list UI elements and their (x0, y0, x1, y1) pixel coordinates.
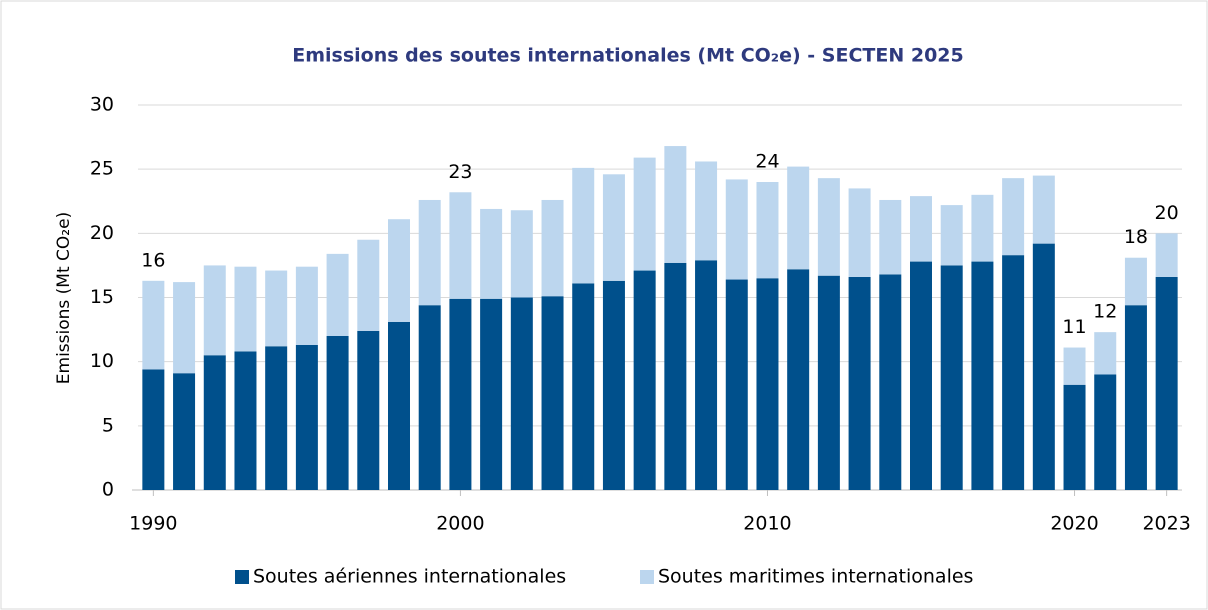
x-tick-label: 2000 (436, 513, 484, 535)
bar-segment (572, 167, 595, 284)
bar-segment (203, 355, 226, 490)
bar-segment (1063, 384, 1086, 490)
x-tick-label: 2023 (1142, 513, 1190, 535)
bar-segment (971, 261, 994, 490)
bar-segment (510, 210, 533, 298)
bar-segment (1002, 178, 1025, 256)
bar-segment (1124, 305, 1147, 490)
bar-segment (1032, 175, 1055, 244)
bar-segment (295, 344, 318, 490)
data-label: 16 (141, 249, 165, 271)
bar-segment (971, 194, 994, 262)
bar-segment (1155, 233, 1178, 277)
legend-label: Soutes aériennes internationales (253, 566, 566, 588)
legend-swatch (640, 570, 654, 584)
bar-segment (633, 270, 656, 490)
y-tick-label: 0 (102, 479, 114, 501)
bar-segment (664, 262, 687, 490)
y-tick-label: 15 (90, 286, 114, 308)
y-tick-label: 5 (102, 414, 114, 436)
bar-segment (940, 205, 963, 266)
bar-segment (142, 369, 165, 490)
bar-segment (541, 296, 564, 490)
bar-segment (572, 283, 595, 490)
bar-segment (388, 219, 410, 322)
bar-segment (787, 166, 810, 270)
bar-segment (756, 278, 779, 490)
bar-segment (173, 282, 196, 374)
bar-segment (234, 351, 257, 490)
bar-segment (326, 336, 349, 490)
y-tick-label: 30 (90, 94, 114, 116)
data-label: 18 (1124, 226, 1148, 248)
bar-segment (357, 239, 380, 331)
bar-segment (449, 192, 472, 299)
data-label: 12 (1093, 301, 1117, 323)
bar-segment (510, 297, 533, 490)
data-label: 20 (1155, 202, 1179, 224)
y-tick-label: 10 (90, 350, 114, 372)
bar-segment (725, 179, 748, 280)
bar-segment (480, 208, 503, 299)
bar-segment (879, 274, 902, 490)
bar-segment (203, 265, 226, 356)
bar-segment (940, 265, 963, 490)
bar-segment (173, 373, 196, 490)
bar-segment (295, 266, 318, 345)
y-tick-label: 20 (90, 222, 114, 244)
bar-segment (449, 298, 472, 490)
bar-segment (1063, 347, 1086, 385)
y-axis-label: Emissions (Mt CO₂e) (54, 212, 74, 384)
bar-segment (357, 330, 380, 490)
x-tick-label: 2020 (1050, 513, 1098, 535)
bar-segment (725, 279, 748, 490)
x-tick-label: 2010 (743, 513, 791, 535)
data-label: 11 (1062, 316, 1086, 338)
bar-segment (910, 196, 932, 262)
bar-segment (388, 321, 410, 490)
bar-segment (418, 199, 441, 306)
data-label: 23 (448, 161, 472, 183)
bar-segment (817, 275, 840, 490)
bar-segment (633, 157, 656, 271)
bar-segment (602, 280, 625, 490)
x-tick-label: 1990 (129, 513, 177, 535)
bar-segment (848, 188, 871, 277)
bar-segment (879, 199, 902, 275)
bar-segment (695, 161, 718, 261)
data-label: 24 (755, 151, 779, 173)
bar-segment (541, 199, 564, 297)
bar-segment (1094, 374, 1117, 490)
bar-segment (817, 178, 840, 276)
bar-segment (787, 269, 810, 490)
legend-swatch (235, 570, 249, 584)
bar-segment (418, 305, 441, 490)
bar-segment (326, 253, 349, 336)
bar-segment (142, 280, 165, 370)
bar-segment (1002, 255, 1025, 490)
bar-segment (848, 276, 871, 490)
bar-segment (480, 298, 503, 490)
chart-title: Emissions des soutes internationales (Mt… (292, 45, 964, 67)
bar-segment (1032, 243, 1055, 490)
bar-segment (695, 260, 718, 490)
legend-label: Soutes maritimes internationales (658, 566, 973, 588)
bar-segment (234, 266, 257, 352)
bar-segment (602, 174, 625, 281)
bar-segment (664, 146, 687, 263)
bar-segment (1094, 332, 1117, 375)
bar-segment (756, 182, 779, 279)
bar-segment (265, 346, 288, 490)
bar-segment (910, 261, 932, 490)
bar-segment (265, 270, 288, 347)
bar-segment (1155, 276, 1178, 490)
bar-segment (1124, 257, 1147, 306)
y-tick-label: 25 (90, 158, 114, 180)
